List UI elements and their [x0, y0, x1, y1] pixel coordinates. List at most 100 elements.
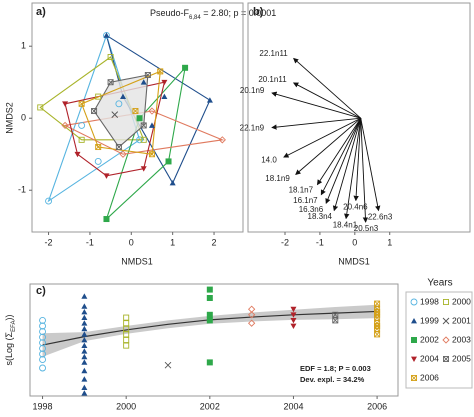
triangle [81, 342, 88, 348]
marker [247, 311, 256, 319]
legend-label: 2001 [452, 315, 471, 325]
marker [374, 300, 381, 307]
square [182, 64, 189, 71]
arrow [316, 117, 362, 186]
marker [81, 325, 88, 332]
x-tick-label: 2006 [367, 401, 387, 411]
marker [164, 361, 172, 369]
x-tick-label: 2 [212, 237, 217, 247]
marker [161, 79, 168, 86]
triangle [81, 331, 88, 337]
arrow [283, 117, 361, 158]
cross [107, 79, 114, 86]
marker [165, 158, 172, 165]
cross [443, 356, 449, 362]
square [148, 151, 155, 158]
marker [37, 104, 44, 111]
cross [140, 122, 147, 129]
marker [81, 309, 88, 315]
square [107, 79, 114, 86]
circle [39, 322, 46, 330]
marker [410, 298, 418, 306]
x-tick-label: 1 [387, 237, 392, 247]
circle [94, 157, 102, 165]
marker [62, 101, 69, 107]
triangle [81, 359, 88, 365]
square [123, 320, 130, 327]
marker [140, 79, 147, 85]
cross [91, 108, 97, 114]
square [206, 286, 213, 293]
circle [115, 100, 123, 108]
legend-label: 2005 [452, 353, 471, 363]
legend-label: 2006 [420, 372, 439, 382]
marker [115, 144, 122, 151]
arrow [325, 118, 362, 205]
marker [81, 337, 88, 343]
marker [332, 317, 339, 324]
arrow [292, 82, 361, 119]
marker [119, 150, 127, 158]
square [140, 136, 147, 143]
marker [332, 311, 339, 318]
square [95, 93, 102, 100]
arrow [360, 118, 381, 212]
arrow-label: 20.4n6 [343, 202, 368, 211]
marker [136, 115, 143, 122]
x-tick-label: -2 [281, 237, 289, 247]
arrow-label: 20.1n9 [240, 86, 265, 95]
marker [157, 68, 164, 75]
diamond [247, 319, 256, 327]
marker [123, 342, 130, 349]
square [374, 331, 381, 338]
triangle [81, 376, 88, 382]
marker [169, 180, 176, 186]
marker [81, 353, 88, 360]
marker [81, 367, 88, 374]
triangle [411, 318, 417, 324]
diamond [148, 107, 156, 115]
marker [206, 286, 213, 293]
marker [103, 32, 110, 38]
marker [78, 121, 86, 129]
marker [78, 136, 85, 143]
marker [81, 320, 88, 326]
marker [123, 331, 130, 338]
triangle [161, 79, 168, 86]
cross [332, 317, 339, 324]
triangle [120, 93, 127, 100]
x-tick-label: 2002 [200, 401, 220, 411]
triangle [411, 356, 417, 362]
square [78, 136, 85, 143]
annotation-sub: 6,84 [189, 15, 201, 21]
marker [442, 336, 450, 344]
marker [161, 93, 168, 100]
arrow [293, 57, 362, 119]
square [374, 314, 381, 321]
triangle [148, 122, 155, 128]
marker [206, 295, 213, 302]
legend-label: 2003 [452, 334, 471, 344]
x-tick-label: -1 [86, 237, 94, 247]
arrow [360, 118, 369, 223]
arrow-label: 16.1n7 [293, 196, 318, 205]
marker [120, 93, 127, 100]
x-tick-label: 1998 [33, 401, 53, 411]
marker [247, 319, 256, 327]
marker [132, 108, 139, 115]
marker [290, 306, 297, 313]
marker [107, 79, 114, 86]
marker [78, 100, 85, 107]
annotation-text: Pseudo-F [150, 8, 190, 18]
arrow-label: 18.3n4 [308, 212, 333, 221]
square [206, 359, 213, 366]
marker [148, 107, 156, 115]
square [107, 54, 114, 61]
y-label-text: s(Log (Σ [4, 331, 14, 365]
square [374, 325, 381, 332]
triangle [290, 323, 297, 329]
square [123, 337, 130, 344]
cross [411, 375, 417, 381]
triangle [103, 173, 110, 179]
marker [411, 375, 418, 382]
